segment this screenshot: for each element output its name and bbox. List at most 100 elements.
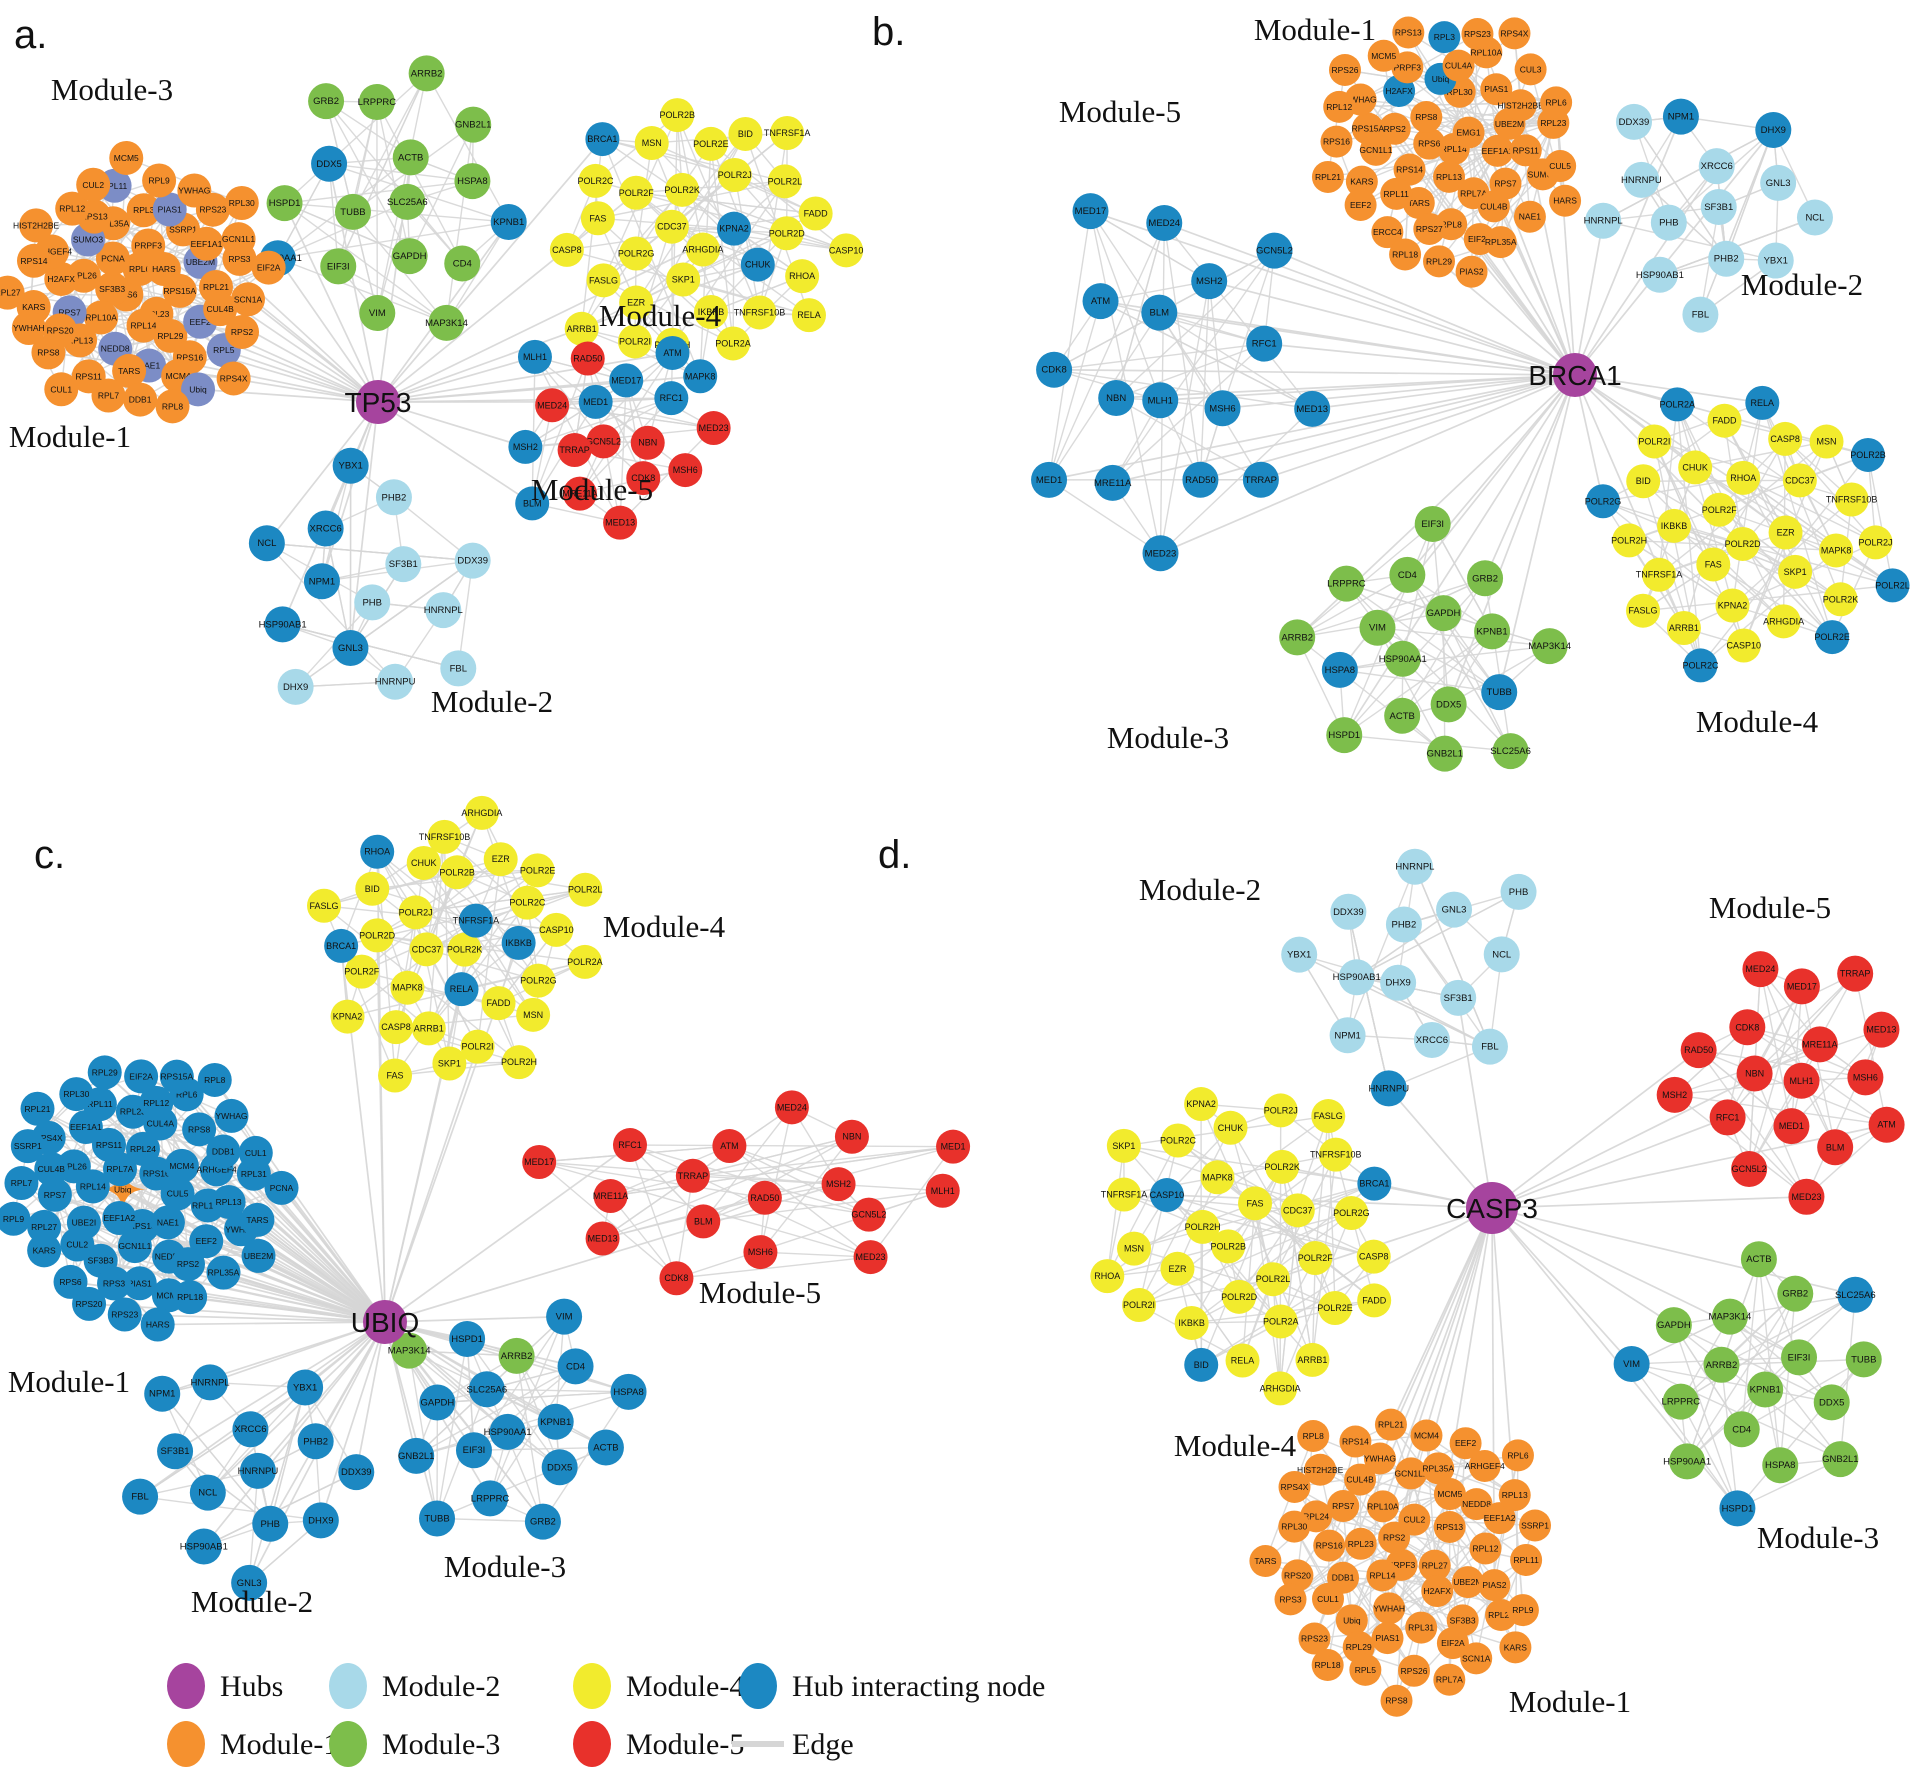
node-label: GCN1L1 [118, 1241, 151, 1251]
node-label: RHOA [364, 847, 390, 857]
node-label: CUL2 [82, 180, 104, 190]
hub-edge [140, 1075, 386, 1323]
node-label: RPL13 [1502, 1490, 1528, 1500]
node-label: FAS [589, 213, 606, 223]
edge [539, 1161, 765, 1199]
node-label: GCN5L2 [586, 436, 621, 446]
edge [1758, 1259, 1781, 1466]
node-label: POLR2B [1850, 450, 1886, 460]
node-label: RPS23 [199, 205, 226, 215]
node-MED1 [1773, 1108, 1810, 1145]
node-label: FBL [1481, 1042, 1498, 1053]
node-Ubiq [1335, 1604, 1368, 1637]
node-NPM1 [1329, 1017, 1366, 1054]
node-TRRAP [1242, 461, 1279, 498]
legend-label: Edge [792, 1728, 854, 1761]
edge [629, 1144, 870, 1216]
node-MED17 [609, 363, 644, 398]
node-label: RPS7 [58, 307, 80, 317]
node-POLR2K [1823, 582, 1858, 617]
hub-edge [207, 1321, 386, 1494]
node-MCM5 [1433, 1478, 1466, 1511]
node-DDX5 [1813, 1384, 1850, 1421]
node-label: CHUK [1218, 1123, 1244, 1133]
edge [1090, 210, 1210, 282]
node-label: RPL3 [133, 205, 155, 215]
legend-label: Module-2 [382, 1670, 500, 1703]
node-RPL13 [1498, 1479, 1531, 1512]
node-label: NEDD8 [1462, 1499, 1491, 1509]
node-RPS2 [1378, 112, 1411, 145]
node-RPS8 [182, 1112, 217, 1147]
hub-edge [1388, 1087, 1493, 1209]
node-label: KPNA2 [333, 1012, 363, 1022]
node-BRCA1 [585, 122, 620, 157]
node-SLC25A6 [1837, 1276, 1874, 1313]
edge [1631, 1363, 1841, 1460]
node-UBE2M [241, 1238, 276, 1273]
node-POLR2L [767, 164, 802, 199]
node-EIF2A [1436, 1627, 1469, 1660]
node-label: DDX5 [1436, 699, 1461, 710]
node-MED1 [1031, 461, 1068, 498]
node-label: RPS13 [1436, 1522, 1463, 1532]
edge [1296, 523, 1434, 638]
edge [702, 1106, 793, 1222]
edge [1694, 466, 1837, 552]
node-CASP10 [539, 912, 574, 947]
node-EEF1A2 [1483, 1502, 1516, 1535]
node-PCNA [95, 241, 130, 276]
node-RELA [791, 298, 826, 333]
hub-edge [377, 397, 672, 403]
node-label: RPL18 [1392, 249, 1418, 259]
node-label: GNL3 [1766, 178, 1791, 189]
node-label: RPL24 [130, 1144, 156, 1154]
node-label: POLR2K [447, 945, 483, 955]
node-DDB1 [206, 1134, 241, 1169]
node-RAD50 [747, 1180, 782, 1215]
node-label: RPS7 [44, 1190, 66, 1200]
node-ARRB2 [1279, 619, 1316, 656]
edge [610, 1145, 954, 1197]
node-label: ACTB [398, 152, 423, 163]
edge [759, 1107, 793, 1253]
node-label: ACTB [1390, 711, 1415, 722]
node-label: KPNB1 [493, 217, 524, 228]
node-POLR2B [1211, 1229, 1246, 1264]
node-RPS20 [72, 1286, 107, 1321]
node-BLM [686, 1204, 721, 1239]
node-DHX9 [277, 668, 314, 705]
node-LRPPRC [1328, 565, 1365, 602]
node-label: YWHAH [225, 1224, 257, 1234]
edge [587, 358, 644, 479]
node-CHUK [740, 247, 775, 282]
node-label: POLR2A [1263, 1316, 1299, 1326]
node-ACTB [392, 139, 429, 176]
node-MRE11A [1094, 464, 1131, 501]
edge [376, 101, 411, 257]
node-label: RPL35A [1422, 1463, 1454, 1473]
node-label: HARS [1553, 196, 1577, 206]
node-PHB2 [375, 479, 412, 516]
node-label: RPL8 [1441, 219, 1463, 229]
node-POLR2F [344, 954, 379, 989]
node-label: RPS8 [1415, 112, 1437, 122]
node-MAPK8 [1200, 1160, 1235, 1195]
node-label: MLH1 [1148, 395, 1173, 406]
node-FAS [1696, 547, 1731, 582]
node-BID [1184, 1347, 1219, 1382]
node-label: HNRNPL [424, 605, 463, 616]
node-FADD [1357, 1283, 1392, 1318]
edge [423, 862, 534, 1016]
edges-layer [7, 31, 1894, 1702]
hub-edge [377, 401, 533, 505]
node-label: BID [365, 884, 381, 894]
node-label: TARS [1408, 198, 1430, 208]
node-label: KARS [33, 1245, 56, 1255]
node-RAD50 [570, 341, 605, 376]
node-MAPK8 [1819, 533, 1854, 568]
node-label: VIM [1369, 623, 1386, 634]
node-H2AFX [1421, 1575, 1454, 1608]
hub-edge [1457, 997, 1493, 1209]
node-label: RPS16 [1323, 137, 1350, 147]
